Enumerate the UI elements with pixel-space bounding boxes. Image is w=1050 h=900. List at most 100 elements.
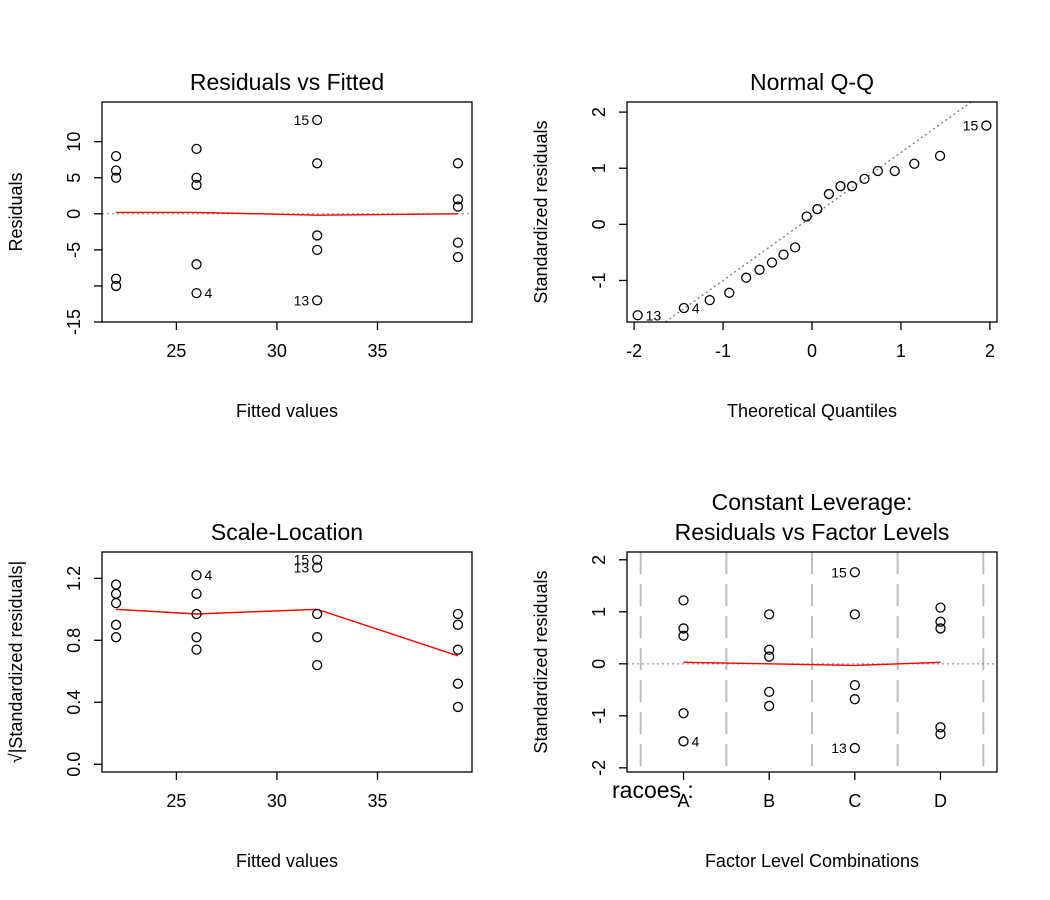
y-tick-label: 1 [589, 607, 609, 617]
data-point [312, 562, 323, 573]
y-axis-label: Residuals [6, 172, 26, 251]
data-point [909, 158, 920, 169]
data-point [191, 588, 202, 599]
y-axis-label: Standardized residuals [531, 120, 551, 303]
plot-frame [101, 101, 473, 323]
data-point [724, 287, 735, 298]
data-point [110, 588, 122, 599]
plot-frame [626, 101, 998, 323]
data-point [110, 280, 122, 292]
data-point [981, 120, 992, 131]
data-point [935, 616, 946, 627]
factor-label: racoes : [612, 777, 694, 803]
plot-frame [101, 551, 473, 773]
x-tick-label: 2 [985, 341, 995, 361]
data-point [312, 295, 323, 306]
point-label: 15 [831, 564, 847, 580]
data-point [764, 609, 775, 620]
y-tick-label: -2 [589, 760, 609, 776]
data-point [312, 230, 323, 241]
point-label: 15 [963, 118, 979, 134]
smooth-line [683, 661, 941, 667]
y-axis-label: √|Standardized residuals| [6, 561, 26, 763]
y-tick-label: -1 [589, 272, 609, 288]
data-point [110, 632, 122, 643]
x-tick-label: D [934, 791, 947, 811]
y-tick-label: 0.4 [64, 690, 84, 715]
data-point [191, 644, 202, 655]
normal-qq-panel: Normal Q-Q Theoretical Quantiles Standar… [531, 69, 998, 421]
y-tick-label: 0 [64, 209, 84, 219]
data-point [452, 608, 464, 620]
constant-leverage-panel: Constant Leverage: Residuals vs Factor L… [531, 489, 998, 871]
data-point [678, 630, 689, 641]
data-point [935, 602, 946, 613]
panel-title: Normal Q-Q [750, 69, 874, 95]
y-tick-label: 0 [589, 659, 609, 669]
data-point [191, 632, 202, 643]
x-tick-label: 25 [166, 791, 186, 811]
x-axis-label: Theoretical Quantiles [727, 401, 897, 421]
data-point [935, 722, 946, 733]
data-point [766, 257, 778, 268]
data-point [452, 158, 464, 169]
data-point [678, 302, 690, 314]
data-point [452, 194, 464, 205]
x-tick-label: 35 [367, 791, 387, 811]
data-point [889, 165, 900, 177]
data-point [678, 623, 689, 634]
data-point [764, 644, 775, 655]
y-tick-label: 1 [589, 163, 609, 173]
data-point [110, 273, 122, 284]
data-point [849, 609, 860, 620]
x-tick-label: -2 [626, 341, 642, 361]
data-point [872, 165, 883, 177]
data-point [191, 570, 202, 581]
data-point [859, 173, 870, 185]
y-tick-label: 1.2 [64, 566, 84, 591]
point-label: 13 [294, 559, 310, 575]
data-point [849, 567, 860, 578]
y-tick-label: 10 [64, 132, 84, 152]
x-tick-label: -1 [715, 341, 731, 361]
point-label: 15 [294, 552, 310, 568]
panel-title-line-1: Constant Leverage: [712, 489, 913, 515]
smooth-line [116, 608, 459, 657]
point-label: 13 [646, 307, 662, 323]
data-point [678, 736, 689, 747]
data-point [764, 651, 775, 662]
y-tick-label: -5 [64, 242, 84, 258]
data-point [678, 595, 689, 606]
data-point [110, 172, 122, 183]
x-tick-label: 1 [896, 341, 906, 361]
data-point [110, 619, 122, 630]
data-point [935, 623, 946, 634]
y-tick-label: -15 [64, 309, 84, 335]
y-axis-label: Standardized residuals [531, 570, 551, 753]
data-point [678, 708, 689, 719]
point-label: 13 [294, 292, 310, 308]
data-point [452, 237, 464, 248]
point-label: 4 [692, 300, 700, 316]
data-point [849, 679, 860, 691]
qq-reference-line [664, 101, 972, 323]
x-tick-label: 25 [166, 341, 186, 361]
panel-title: Residuals vs Fitted [190, 69, 384, 95]
x-axis-label: Factor Level Combinations [705, 851, 919, 871]
data-point [452, 701, 464, 713]
point-label: 15 [294, 112, 310, 128]
data-point [312, 659, 323, 671]
point-label: 4 [205, 285, 213, 301]
data-point [764, 700, 775, 712]
x-axis-label: Fitted values [236, 851, 338, 871]
data-point [704, 294, 715, 306]
data-point [835, 181, 846, 192]
data-point [823, 188, 835, 200]
x-tick-label: B [763, 791, 775, 811]
data-point [452, 251, 464, 263]
data-point [934, 150, 946, 162]
data-point [191, 287, 202, 299]
scale-location-panel: Scale-Location Fitted values √|Standardi… [6, 519, 473, 871]
y-tick-label: -1 [589, 708, 609, 724]
y-tick-label: 0.0 [64, 752, 84, 777]
